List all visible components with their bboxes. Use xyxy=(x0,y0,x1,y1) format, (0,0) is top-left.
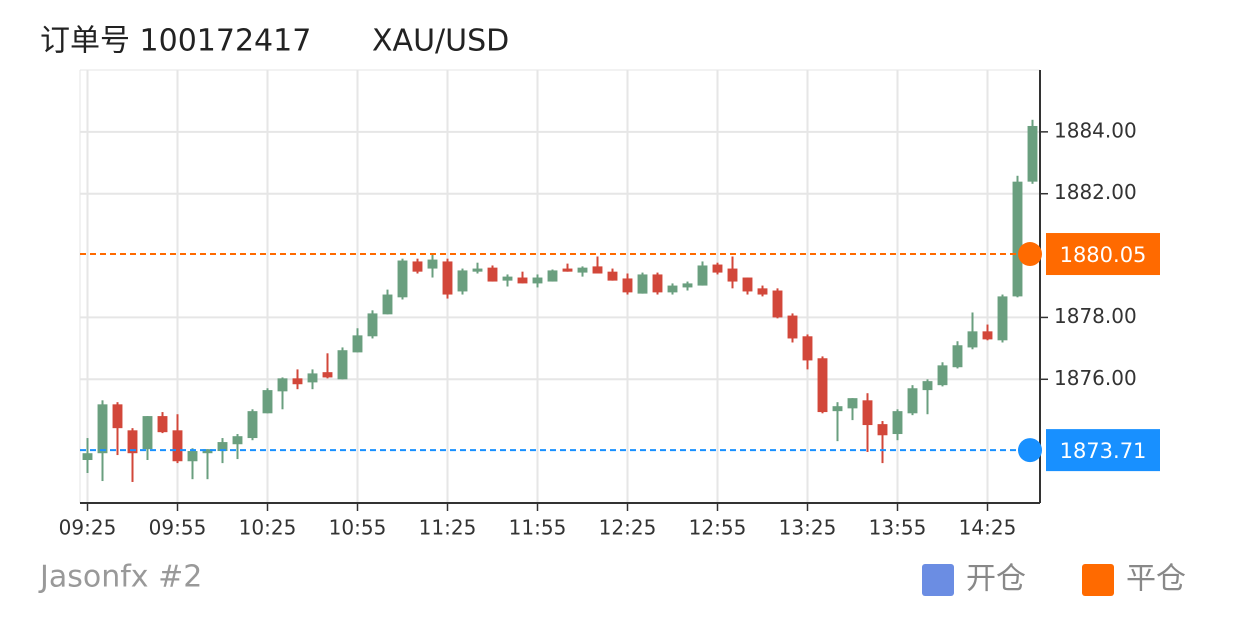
candle-body xyxy=(352,335,363,353)
candle-body xyxy=(697,265,708,286)
x-tick-label: 09:25 xyxy=(59,516,117,540)
footer: Jasonfx #2 xyxy=(38,560,202,595)
candle-body xyxy=(202,449,213,454)
candle-body xyxy=(907,388,918,414)
price-tag-label: 1873.71 xyxy=(1060,439,1147,463)
candle-body xyxy=(487,267,498,282)
candle-body xyxy=(1027,125,1038,182)
candle-body xyxy=(547,270,558,282)
x-tick-label: 10:55 xyxy=(329,516,387,540)
candle-body xyxy=(97,404,108,454)
candle-body xyxy=(112,404,123,429)
candle-body xyxy=(727,268,738,282)
y-tick-label: 1884.00 xyxy=(1054,118,1137,142)
candle-body xyxy=(427,259,438,269)
candle-body xyxy=(82,453,93,461)
candle-body xyxy=(472,268,483,272)
candle-body xyxy=(577,267,588,273)
candle-body xyxy=(622,278,633,293)
price-tag-label: 1880.05 xyxy=(1060,243,1147,267)
candle-body xyxy=(397,260,408,298)
candle-body xyxy=(832,406,843,412)
y-tick-label: 1876.00 xyxy=(1054,366,1137,390)
candle-body xyxy=(937,365,948,386)
candle-body xyxy=(322,372,333,378)
x-tick-label: 11:55 xyxy=(509,516,567,540)
price-marker xyxy=(1018,242,1042,267)
candle-body xyxy=(967,331,978,348)
legend-label: 开仓 xyxy=(966,562,1026,597)
candle-body xyxy=(892,411,903,435)
candle-body xyxy=(367,313,378,337)
candle-body xyxy=(457,270,468,292)
candle-body xyxy=(502,276,513,281)
x-tick-label: 10:25 xyxy=(239,516,297,540)
candle-body xyxy=(952,345,963,368)
candle-body xyxy=(787,315,798,339)
candle-body xyxy=(772,290,783,318)
candle-body xyxy=(217,442,228,452)
candle-body xyxy=(157,416,168,433)
candle-body xyxy=(277,378,288,392)
price-marker xyxy=(1018,438,1042,463)
price-tag xyxy=(1046,429,1160,472)
candle-body xyxy=(532,277,543,284)
candle-body xyxy=(247,411,258,439)
x-tick-label: 09:55 xyxy=(149,516,207,540)
candle-body xyxy=(667,285,678,293)
candle-body xyxy=(172,430,183,462)
candle-body xyxy=(982,331,993,340)
candle-body xyxy=(802,336,813,361)
candle-body xyxy=(232,436,243,445)
candle-body xyxy=(742,277,753,292)
candle-body xyxy=(922,381,933,391)
candle-body xyxy=(607,271,618,281)
candle-body xyxy=(682,283,693,288)
x-tick-label: 13:55 xyxy=(869,516,927,540)
x-tick-label: 14:25 xyxy=(959,516,1017,540)
chart-title: 订单号 100172417 xyxy=(40,24,311,59)
legend-label: 平仓 xyxy=(1126,562,1186,597)
candle-body xyxy=(292,378,303,385)
candle-body xyxy=(187,451,198,462)
candle-body xyxy=(127,430,138,454)
candle-body xyxy=(997,296,1008,341)
symbol: XAU/USD xyxy=(372,24,509,59)
candle-body xyxy=(307,373,318,383)
x-tick-label: 12:25 xyxy=(599,516,657,540)
candle-body xyxy=(712,264,723,273)
candle-body xyxy=(1012,181,1023,297)
candle-body xyxy=(142,416,153,450)
x-tick-label: 11:25 xyxy=(419,516,477,540)
price-tag xyxy=(1046,233,1160,276)
candle-body xyxy=(442,261,453,295)
candle-body xyxy=(562,268,573,272)
candle-body xyxy=(652,274,663,293)
legend-swatch xyxy=(922,564,954,596)
x-tick-label: 13:25 xyxy=(779,516,837,540)
legend-swatch xyxy=(1082,564,1114,596)
candle-body xyxy=(337,350,348,380)
candle-body xyxy=(757,288,768,295)
candle-body xyxy=(862,400,873,426)
candle-body xyxy=(637,274,648,294)
candle-body xyxy=(592,266,603,274)
y-tick-label: 1878.00 xyxy=(1054,304,1137,328)
candle-body xyxy=(847,398,858,409)
x-tick-label: 12:55 xyxy=(689,516,747,540)
candle-body xyxy=(817,358,828,413)
candle-body xyxy=(877,424,888,436)
candle-body xyxy=(382,294,393,315)
candle-body xyxy=(262,390,273,414)
candle-body xyxy=(517,277,528,284)
candle-body xyxy=(412,261,423,272)
y-tick-label: 1882.00 xyxy=(1054,180,1137,204)
